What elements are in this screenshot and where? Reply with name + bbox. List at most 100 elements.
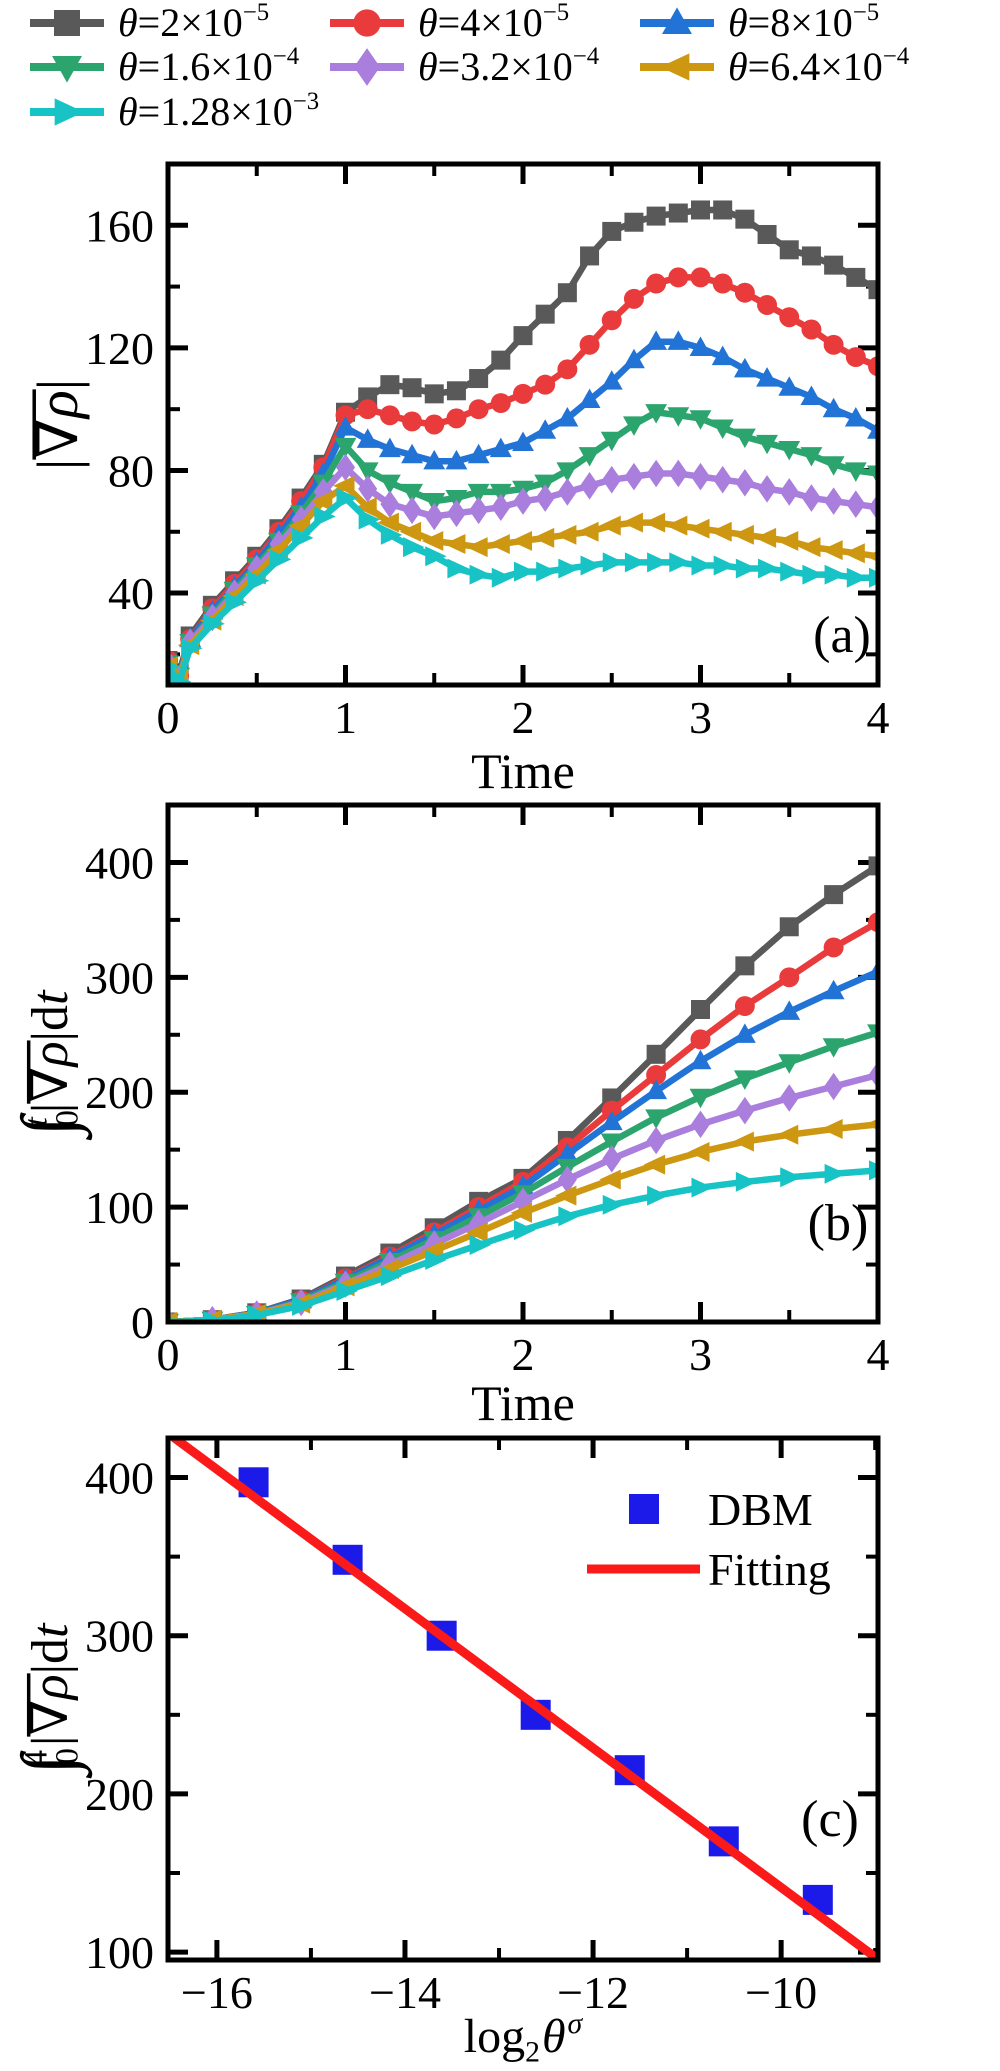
- panel-c-xlabel-part-2: θ: [542, 2010, 566, 2063]
- panel-c-xlabel-part-0: log: [464, 2010, 525, 2063]
- panel-a-xlabel: Time: [471, 743, 575, 799]
- series-theta-8e-5-marker: [822, 397, 845, 418]
- series-theta-1.28e-3-marker: [292, 1295, 314, 1316]
- series-theta-8e-5-marker: [556, 1142, 579, 1163]
- series-theta-6.4e-4-marker: [821, 1119, 843, 1139]
- legend-label-theta-3.2e-4-part-1: =3.2×10: [438, 44, 573, 89]
- series-theta-1.28e-3-marker: [624, 552, 647, 573]
- series-theta-2e-5-marker: [602, 221, 622, 241]
- series-theta-1.6e-4-marker: [578, 447, 601, 467]
- series-theta-8e-5-marker: [534, 419, 557, 439]
- legend-label-theta-4e-5-part-0: θ: [418, 0, 438, 45]
- series-theta-3.2e-4-marker: [380, 490, 400, 518]
- series-theta-6.4e-4-marker: [333, 475, 355, 496]
- series-theta-8e-5-marker: [645, 1079, 668, 1100]
- series-theta-4e-5-marker: [513, 383, 533, 404]
- panel-a-xtick-label: 2: [512, 692, 535, 743]
- series-theta-8e-5-marker: [844, 406, 867, 427]
- series-theta-4e-5-marker: [579, 334, 600, 355]
- series-theta-3.2e-4-marker: [624, 462, 644, 491]
- series-theta-8e-5-marker: [334, 416, 357, 436]
- series-fitting-line: [170, 1437, 879, 1961]
- legend-item-theta-8e-5: θ =8×10 −5: [640, 0, 879, 45]
- series-theta-1.28e-3-marker: [558, 558, 580, 579]
- legend-label-theta-1.28e-3-part-2: −3: [293, 88, 319, 115]
- panel-b-series: [167, 856, 879, 1323]
- series-theta-2e-5-marker: [402, 378, 422, 398]
- legend-label-theta-2e-5-part-2: −5: [243, 0, 269, 26]
- series-theta-8e-5-marker: [756, 367, 778, 387]
- legend-marker-triangle-up-icon: [662, 7, 692, 35]
- series-theta-8e-5-marker: [556, 406, 579, 427]
- series-theta-1.28e-3-marker: [780, 561, 802, 582]
- series-theta-4e-5-marker: [734, 996, 755, 1017]
- series-theta-1.6e-4-marker: [467, 483, 490, 504]
- series-theta-8e-5-marker: [689, 1049, 712, 1070]
- series-theta-6.4e-4-marker: [310, 491, 333, 512]
- series-theta-2e-5-marker: [779, 917, 799, 937]
- series-theta-6.4e-4-marker: [688, 1141, 710, 1162]
- series-theta-1.28e-3-marker: [824, 564, 846, 585]
- panel-a-frame: [165, 161, 881, 688]
- series-theta-2e-5-marker: [491, 350, 511, 370]
- panel-b-ytick-label: 300: [85, 952, 154, 1003]
- series-theta-3.2e-4-marker: [358, 475, 378, 503]
- series-theta-1.28e-3-marker: [314, 506, 336, 527]
- series-theta-4e-5-marker: [490, 393, 511, 414]
- series-theta-3.2e-4-marker: [824, 1072, 844, 1101]
- series-theta-3.2e-4-marker: [757, 475, 777, 503]
- panel-b-ylabel-part-3: |: [22, 1103, 79, 1113]
- series-theta-8e-5-marker: [489, 437, 512, 458]
- series-theta-8e-5-marker: [578, 388, 601, 409]
- series-theta-2e-5-marker: [779, 240, 799, 260]
- series-theta-2e-5-marker: [824, 885, 844, 905]
- panel-b-ylabel-part-7: t: [22, 989, 79, 1005]
- series-theta-3.2e-4-marker: [801, 484, 821, 512]
- series-theta-4e-5-marker: [757, 295, 778, 315]
- series-theta-6.4e-4-marker: [621, 512, 643, 533]
- series-theta-2e-5-marker: [735, 209, 755, 229]
- series-theta-6.4e-4-marker: [466, 1222, 488, 1243]
- panel-b-xtick-label: 3: [689, 1329, 712, 1380]
- series-theta-6.4e-4-marker: [754, 527, 777, 548]
- series-theta-1.28e-3-marker: [513, 561, 536, 582]
- series-theta-1.28e-3-marker: [380, 524, 403, 545]
- series-theta-6.4e-4: [167, 1118, 879, 1323]
- series-theta-1.6e-4-marker: [822, 456, 845, 476]
- series-fitting: [170, 1437, 879, 1961]
- legend-label-theta-2e-5-part-0: θ: [118, 0, 138, 45]
- panel-c-legend-marker-icon: [629, 1494, 659, 1524]
- series-theta-6.4e-4-marker: [399, 521, 422, 542]
- series-theta-1.28e-3-marker: [425, 546, 447, 567]
- legend-label-theta-8e-5-part-2: −5: [853, 0, 879, 26]
- legend-label-theta-4e-5-part-2: −5: [543, 0, 569, 26]
- series-theta-8e-5-marker: [800, 385, 823, 405]
- legend-label-theta-3.2e-4-part-0: θ: [418, 44, 438, 89]
- series-theta-2e-5-marker: [713, 200, 733, 220]
- series-theta-1.28e-3-marker: [247, 1305, 270, 1323]
- series-theta-8e-5-marker: [600, 370, 623, 390]
- legend-item-theta-3.2e-4: θ =3.2×10 −4: [330, 43, 600, 89]
- legend-label-theta-1.6e-4-part-2: −4: [273, 43, 300, 70]
- series-theta-1.28e-3-marker: [247, 570, 270, 591]
- panel-c-ylabel-part-4: ∇ρ: [22, 1674, 79, 1735]
- series-theta-1.6e-4-marker: [645, 404, 668, 424]
- panel-a-series: [167, 200, 879, 686]
- series-theta-6.4e-4-marker: [665, 515, 688, 536]
- panel-b-ytick-label: 200: [85, 1067, 154, 1118]
- panel-b-frame: [165, 802, 881, 1325]
- series-theta-6.4e-4-marker: [421, 530, 444, 551]
- series-theta-4e-5-marker: [823, 937, 844, 958]
- series-theta-4e-5-marker: [424, 414, 445, 435]
- series-theta-4e-5-marker: [734, 282, 755, 303]
- series-theta-2e-5-marker: [513, 326, 533, 346]
- series-theta-1.6e-4-marker: [844, 462, 867, 482]
- series-theta-6.4e-4-marker: [532, 527, 555, 548]
- series-theta-4e-5-marker: [468, 399, 489, 420]
- series-theta-2e-5-marker: [469, 369, 489, 389]
- series-theta-1.28e-3-marker: [181, 638, 203, 659]
- series-theta-1.28e-3-marker: [802, 564, 824, 585]
- series-theta-2e-5-marker: [868, 280, 879, 300]
- panel-b-ytick-label: 100: [85, 1182, 154, 1233]
